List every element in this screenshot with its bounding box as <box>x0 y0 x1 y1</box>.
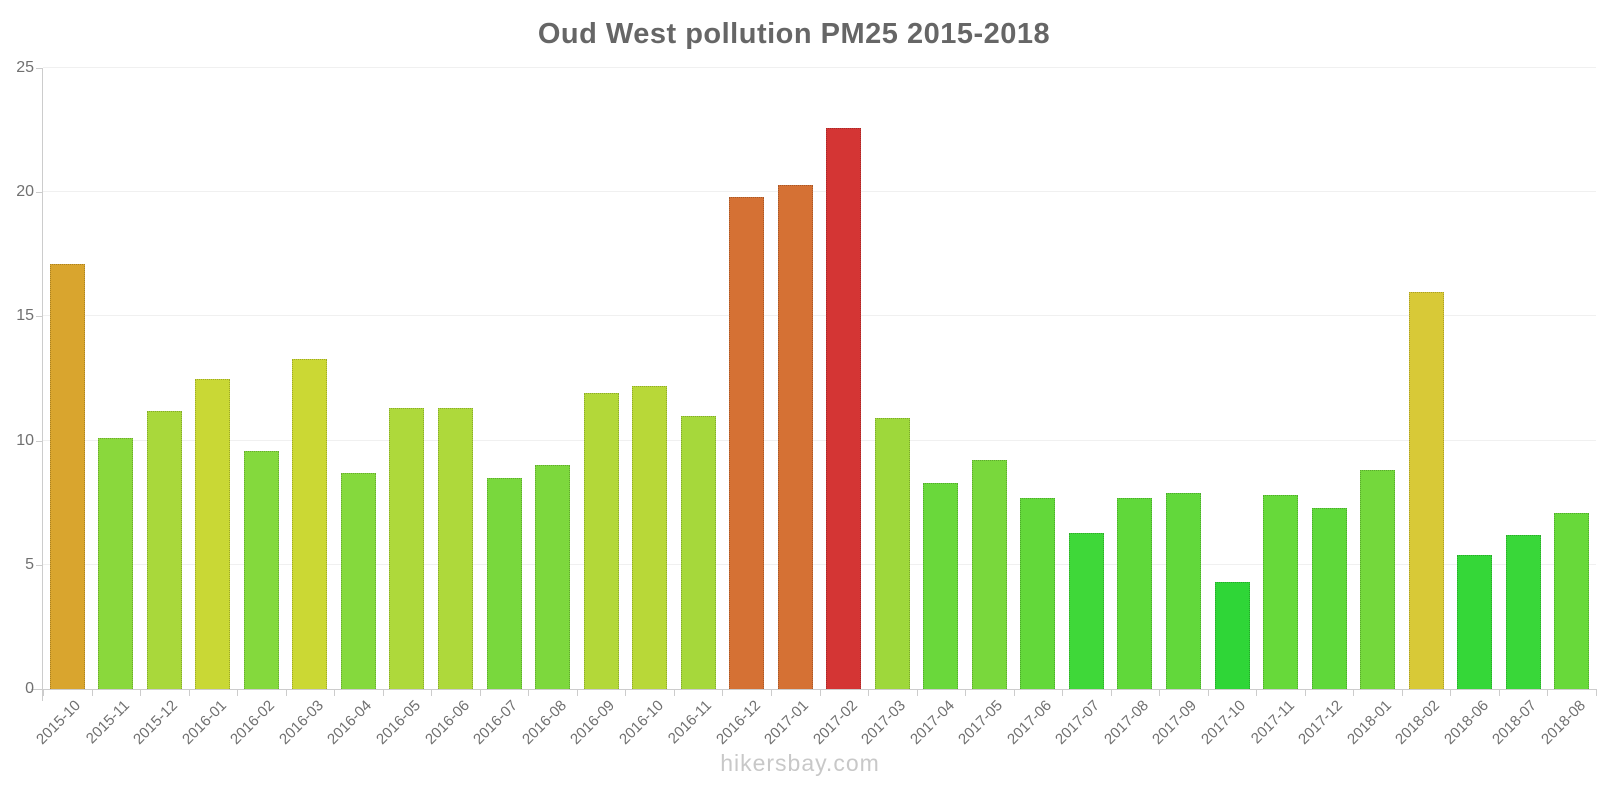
y-axis-tick <box>36 440 43 442</box>
x-axis-tick <box>673 690 675 696</box>
bar-2018-07[interactable] <box>1505 535 1541 689</box>
bar-2018-06[interactable] <box>1457 554 1493 689</box>
bar-2016-10[interactable] <box>632 385 668 689</box>
x-axis-tick <box>285 690 287 696</box>
x-axis-tick <box>625 690 627 696</box>
x-axis-tick <box>916 690 918 696</box>
bar-2016-11[interactable] <box>680 415 716 689</box>
bar-2016-06[interactable] <box>438 408 474 689</box>
bar-2016-05[interactable] <box>389 408 425 689</box>
x-axis-tick <box>479 690 481 696</box>
x-axis-tick <box>1013 690 1015 696</box>
bar-2017-07[interactable] <box>1068 532 1104 689</box>
y-axis-label-5: 5 <box>25 555 34 573</box>
x-axis-tick <box>431 690 433 696</box>
x-axis-tick <box>1547 690 1549 696</box>
bar-2015-10[interactable] <box>49 264 85 689</box>
x-axis-tick <box>770 690 772 696</box>
x-axis-tick <box>1159 690 1161 696</box>
x-axis-tick <box>43 690 44 696</box>
x-axis-tick <box>382 690 384 696</box>
x-axis-tick <box>91 690 93 696</box>
x-axis-tick <box>1596 690 1597 696</box>
y-axis-label-25: 25 <box>16 59 34 76</box>
y-axis-tick <box>36 564 43 566</box>
bar-2017-06[interactable] <box>1020 497 1056 689</box>
y-axis-tick <box>36 192 43 194</box>
x-axis-tick <box>1304 690 1306 696</box>
bar-2016-01[interactable] <box>195 378 231 689</box>
x-axis-tick <box>1450 690 1452 696</box>
bar-2016-08[interactable] <box>535 465 571 689</box>
bar-2017-04[interactable] <box>923 482 959 689</box>
y-axis-label-20: 20 <box>16 183 34 201</box>
bar-2018-02[interactable] <box>1408 291 1444 689</box>
x-axis-tick <box>868 690 870 696</box>
x-axis-tick <box>1353 690 1355 696</box>
y-axis-label-10: 10 <box>16 431 34 449</box>
bar-2015-12[interactable] <box>146 410 182 689</box>
bar-2017-05[interactable] <box>971 460 1007 689</box>
bar-2016-12[interactable] <box>729 197 765 689</box>
y-axis-tick <box>36 68 43 69</box>
gridline-y15 <box>43 315 1596 317</box>
bar-2016-03[interactable] <box>292 358 328 689</box>
watermark-text: hikersbay.com <box>720 750 880 776</box>
bar-2018-08[interactable] <box>1554 512 1590 689</box>
x-axis-tick <box>528 690 530 696</box>
x-axis-tick <box>140 690 142 696</box>
gridline-y10 <box>43 439 1596 441</box>
bar-2017-01[interactable] <box>777 184 813 689</box>
bar-2016-07[interactable] <box>486 477 522 689</box>
gridline-y20 <box>43 191 1596 193</box>
x-axis-tick <box>1207 690 1209 696</box>
x-axis-tick <box>334 690 336 696</box>
bar-2017-10[interactable] <box>1214 582 1250 689</box>
bar-2017-02[interactable] <box>826 127 862 689</box>
x-axis-tick <box>722 690 724 696</box>
bar-2016-04[interactable] <box>340 472 376 689</box>
bar-2016-02[interactable] <box>243 450 279 689</box>
x-axis-tick <box>965 690 967 696</box>
gridline-y25 <box>43 67 1596 68</box>
bar-2017-11[interactable] <box>1263 495 1299 689</box>
x-axis-tick <box>1062 690 1064 696</box>
x-axis-tick <box>237 690 239 696</box>
x-axis-tick <box>576 690 578 696</box>
y-axis-tick <box>36 316 43 318</box>
bar-2015-11[interactable] <box>98 438 134 689</box>
y-axis-line <box>42 68 43 701</box>
x-axis-tick <box>1110 690 1112 696</box>
x-axis-tick <box>188 690 190 696</box>
bar-2017-09[interactable] <box>1165 492 1201 689</box>
y-axis-label-15: 15 <box>16 307 34 325</box>
x-axis-line <box>31 689 1597 690</box>
chart-title: Oud West pollution PM25 2015-2018 <box>537 18 1051 50</box>
x-axis-tick <box>1256 690 1258 696</box>
x-axis-tick <box>1401 690 1403 696</box>
y-axis-tick <box>36 689 43 690</box>
bar-2016-09[interactable] <box>583 393 619 689</box>
y-axis-label-0: 0 <box>25 680 34 697</box>
plot-area <box>43 67 1596 689</box>
x-axis-tick <box>1498 690 1500 696</box>
bar-2017-12[interactable] <box>1311 507 1347 689</box>
x-axis-tick <box>819 690 821 696</box>
gridline-y5 <box>43 563 1596 565</box>
bar-2018-01[interactable] <box>1360 470 1396 689</box>
bar-2017-03[interactable] <box>874 418 910 689</box>
bar-2017-08[interactable] <box>1117 497 1153 689</box>
